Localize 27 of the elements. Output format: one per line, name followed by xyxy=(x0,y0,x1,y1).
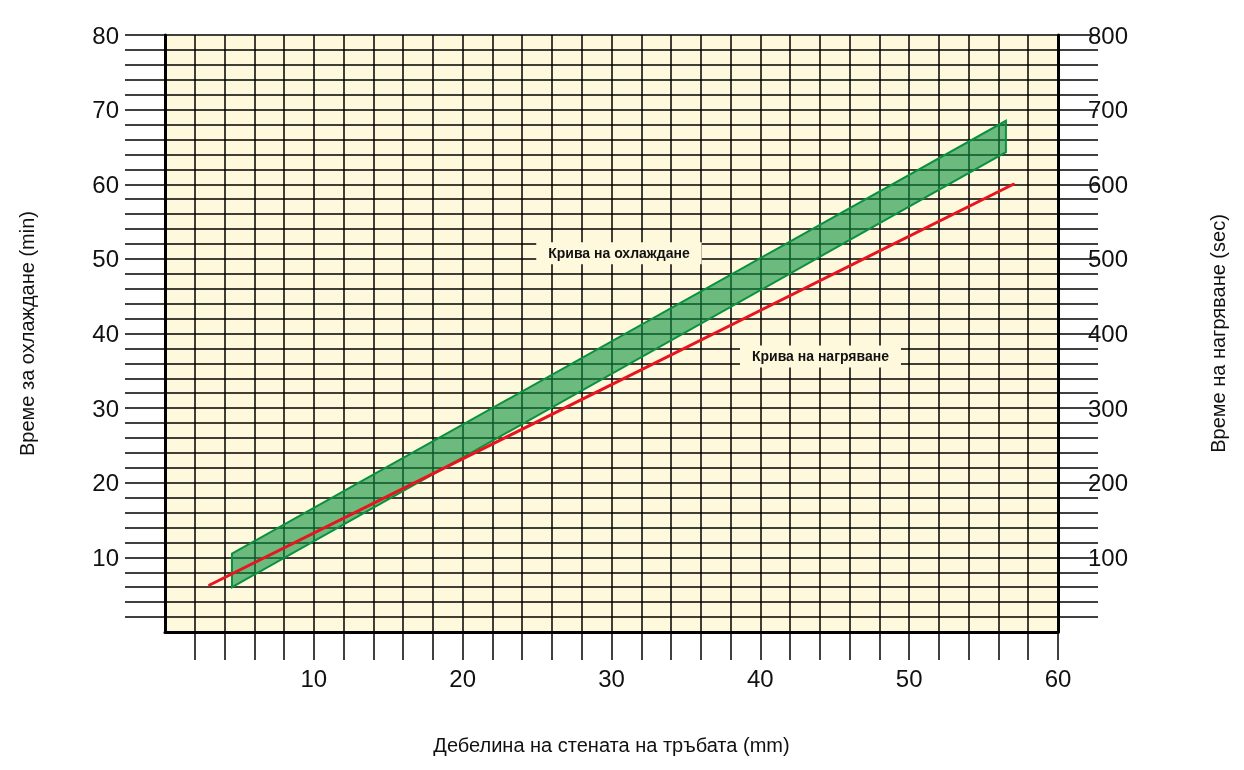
y-axis-title: Време за охлаждане (min) xyxy=(16,211,38,456)
x-axis-title: Дебелина на стената на тръбата (mm) xyxy=(433,734,790,756)
x-tick-label: 20 xyxy=(449,664,477,692)
y2-tick-label: 500 xyxy=(1088,245,1129,273)
y2-tick-label: 100 xyxy=(1088,543,1129,571)
y-tick-label: 20 xyxy=(92,469,119,497)
x-tick-label: 60 xyxy=(1044,664,1072,692)
y-tick-label: 70 xyxy=(92,96,119,124)
y-tick-label: 40 xyxy=(92,320,119,347)
y2-tick-label: 600 xyxy=(1088,170,1129,198)
y-tick-label: 50 xyxy=(92,245,119,273)
x-tick-label: 10 xyxy=(300,664,328,692)
y-tick-label: 80 xyxy=(92,21,119,49)
y2-tick-label: 800 xyxy=(1088,21,1129,49)
y2-axis-title: Време на нагряване (sec) xyxy=(1207,214,1229,453)
y-tick-label: 60 xyxy=(92,170,119,198)
y2-tick-label: 200 xyxy=(1088,469,1129,497)
x-tick-label: 40 xyxy=(746,664,774,692)
y-tick-label: 10 xyxy=(92,543,119,571)
y2-tick-label: 400 xyxy=(1088,320,1129,347)
annotation: Крива на охлаждане xyxy=(548,245,690,262)
y2-tick-label: 300 xyxy=(1088,394,1129,422)
y2-tick-label: 700 xyxy=(1088,96,1129,124)
y-tick-label: 30 xyxy=(92,394,119,422)
x-tick-label: 30 xyxy=(598,664,625,692)
annotation: Крива на нагряване xyxy=(751,348,890,365)
x-tick-label: 50 xyxy=(895,664,923,692)
